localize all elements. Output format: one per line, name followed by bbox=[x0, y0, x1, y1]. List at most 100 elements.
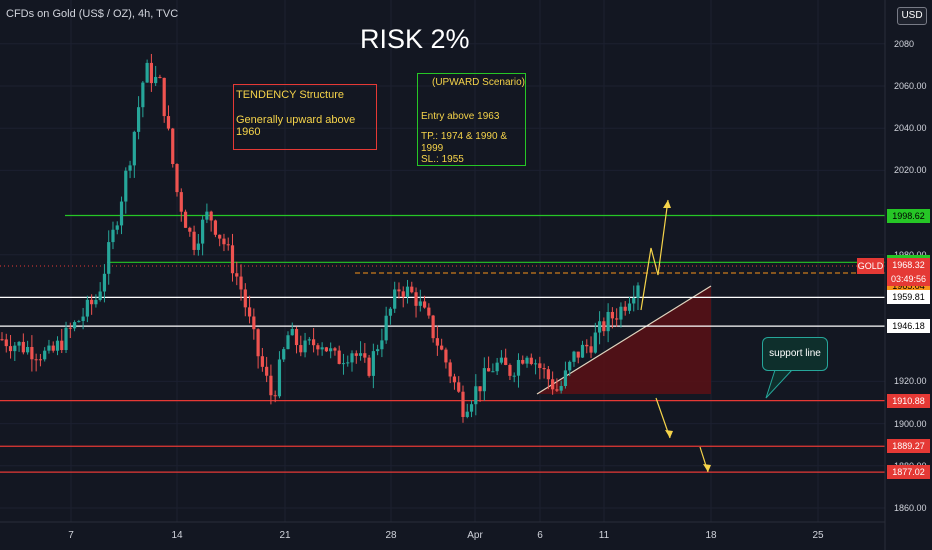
price-axis-label: 1860.00 bbox=[894, 503, 927, 513]
candle-body bbox=[171, 128, 175, 165]
level-lines bbox=[0, 214, 885, 473]
candle-body bbox=[141, 82, 145, 108]
candle-body bbox=[222, 238, 226, 245]
candle-body bbox=[55, 340, 60, 351]
candle-body bbox=[597, 321, 602, 333]
candle-body bbox=[593, 332, 597, 353]
candle-body bbox=[192, 231, 196, 250]
candle-body bbox=[162, 77, 166, 117]
candle-body bbox=[247, 307, 252, 317]
candle-body bbox=[380, 340, 384, 350]
candle-body bbox=[269, 375, 273, 396]
candle-body bbox=[585, 344, 589, 347]
candle-body bbox=[43, 350, 47, 360]
tp-text: TP.: 1974 & 1990 & 1999 bbox=[421, 131, 507, 154]
candle-body bbox=[47, 345, 51, 351]
candle-body bbox=[26, 346, 30, 353]
upward-arrow-head bbox=[663, 200, 671, 208]
time-axis-label: 11 bbox=[598, 530, 610, 541]
candle-body bbox=[546, 369, 550, 380]
scenario-title: (UPWARD Scenario) bbox=[432, 77, 525, 88]
candle-body bbox=[333, 348, 337, 351]
candle-body bbox=[60, 340, 64, 351]
candle-body bbox=[115, 225, 119, 230]
risk-title: RISK 2% bbox=[360, 24, 470, 54]
candle-body bbox=[0, 339, 4, 341]
candle-body bbox=[307, 339, 311, 341]
candle-body bbox=[465, 411, 469, 417]
candle-body bbox=[218, 234, 222, 239]
candle-body bbox=[504, 357, 508, 365]
price-tag-white: 1946.18 bbox=[887, 319, 930, 334]
candle-body bbox=[149, 62, 153, 84]
candle-body bbox=[107, 242, 111, 274]
candle-body bbox=[525, 357, 529, 364]
candle-body bbox=[371, 351, 375, 376]
candle-body bbox=[636, 285, 640, 298]
candle-body bbox=[132, 131, 136, 166]
candle-body bbox=[337, 350, 341, 364]
candle-body bbox=[260, 356, 264, 367]
candle-body bbox=[324, 347, 329, 352]
candle-body bbox=[119, 201, 124, 226]
candle-body bbox=[51, 345, 55, 351]
candle-body bbox=[209, 211, 213, 221]
candle-body bbox=[521, 359, 525, 364]
candle-body bbox=[563, 370, 568, 387]
candle-body bbox=[329, 348, 333, 352]
candle-body bbox=[77, 321, 81, 323]
candle-body bbox=[158, 76, 162, 78]
price-axis-label: 2020.00 bbox=[894, 165, 927, 176]
sl-text: SL.: 1955 bbox=[421, 154, 464, 165]
candle-body bbox=[474, 386, 478, 405]
candle-body bbox=[623, 306, 627, 311]
candle-body bbox=[418, 301, 422, 306]
candle-body bbox=[85, 299, 89, 317]
candle-body bbox=[619, 306, 623, 320]
current-price-tag: 1968.32 03:49:56 bbox=[887, 258, 930, 286]
candle-body bbox=[128, 165, 132, 171]
candle-body bbox=[290, 329, 294, 336]
candle-body bbox=[568, 361, 572, 371]
candle-body bbox=[179, 192, 183, 212]
symbol-title: CFDs on Gold (US$ / OZ), 4h, TVC bbox=[6, 8, 179, 20]
candle-body bbox=[354, 353, 358, 356]
candle-body bbox=[410, 286, 414, 293]
support-line-callout: support line bbox=[762, 337, 828, 371]
candle-body bbox=[346, 362, 350, 364]
candle-body bbox=[559, 386, 563, 391]
candle-body bbox=[516, 359, 521, 376]
candle-body bbox=[311, 339, 316, 346]
candle-body bbox=[273, 395, 277, 397]
candle-body bbox=[538, 363, 542, 369]
candle-body bbox=[4, 339, 8, 347]
candle-body bbox=[422, 301, 427, 308]
time-axis-label: 25 bbox=[812, 530, 824, 541]
candle-body bbox=[188, 227, 192, 232]
candle-body bbox=[358, 353, 363, 356]
candle-body bbox=[72, 322, 77, 329]
candle-body bbox=[495, 362, 499, 372]
candle-body bbox=[8, 346, 13, 352]
currency-button[interactable]: USD bbox=[897, 7, 927, 25]
candle-body bbox=[363, 353, 367, 358]
candle-body bbox=[136, 107, 141, 132]
price-tag-red: 1889.27 bbox=[887, 439, 930, 454]
candle-body bbox=[17, 341, 21, 346]
candle-body bbox=[320, 347, 324, 350]
candle-body bbox=[512, 375, 516, 377]
price-axis-label: 2040.00 bbox=[894, 123, 927, 134]
time-axis-label: Apr bbox=[467, 530, 483, 541]
candle-body bbox=[632, 297, 636, 304]
candle-body bbox=[166, 116, 171, 129]
time-axis-label: 14 bbox=[171, 530, 183, 541]
candle-body bbox=[580, 344, 585, 358]
candle-body bbox=[452, 376, 457, 383]
tendency-title: TENDENCY Structure bbox=[236, 89, 344, 101]
candle-body bbox=[388, 308, 393, 316]
candle-body bbox=[175, 164, 179, 193]
candle-body bbox=[610, 311, 614, 319]
price-axis-label: 2060.00 bbox=[894, 81, 927, 91]
candle-body bbox=[491, 371, 495, 373]
